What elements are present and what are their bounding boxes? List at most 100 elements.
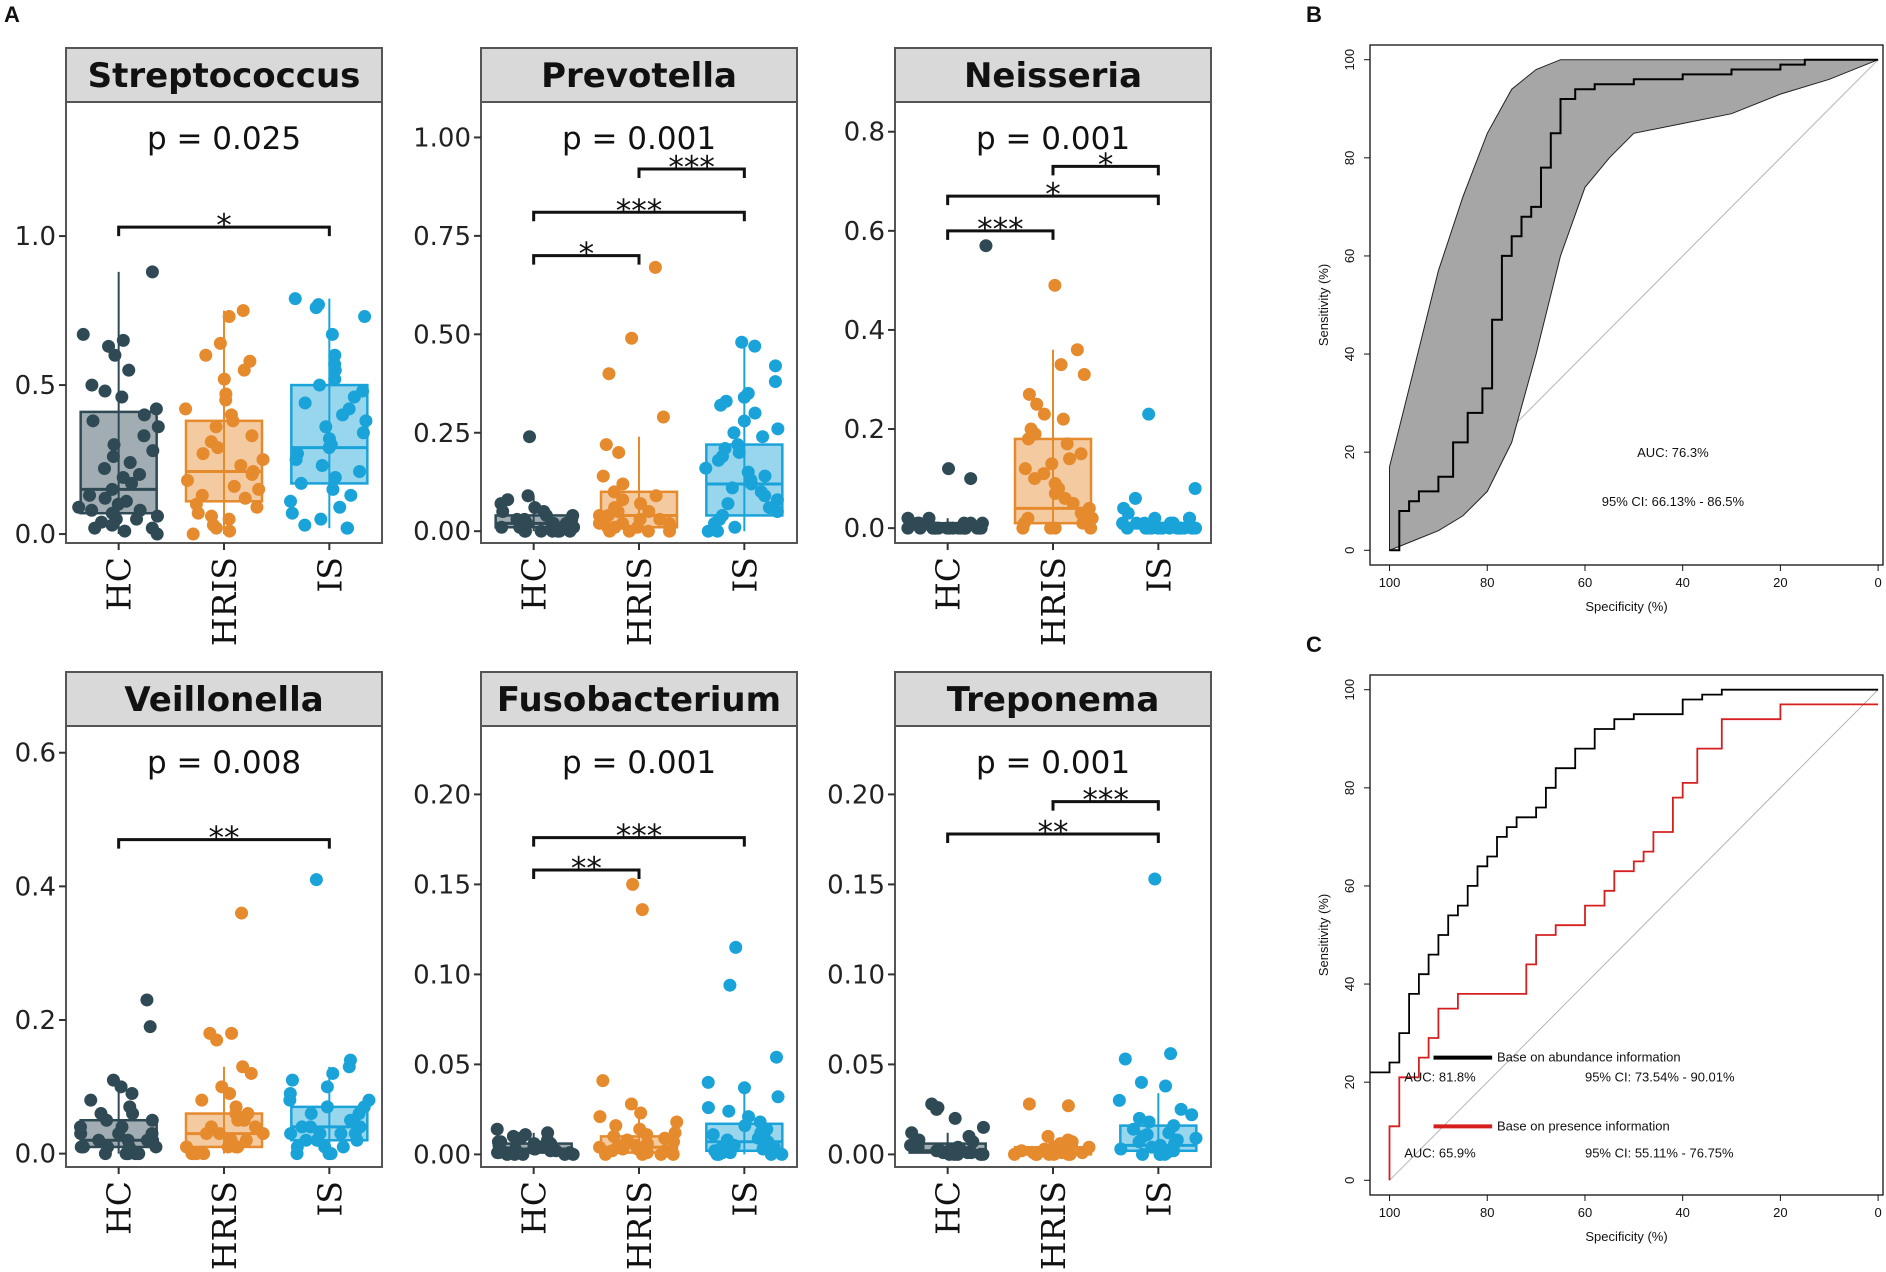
significance-stars: *** [1082, 783, 1129, 819]
data-point-hris [648, 260, 662, 274]
data-point-hc [146, 444, 160, 458]
y-tick-label: 80 [1342, 151, 1357, 165]
data-point-is [315, 459, 329, 473]
data-point-is [1189, 521, 1203, 535]
data-point-hc [116, 333, 130, 347]
data-point-hc [109, 512, 123, 526]
data-point-is [756, 430, 770, 444]
roc-panel-c: 100 80 60 40 20 0 0 20 40 60 80 100 Specificity (%) S… [1316, 674, 1884, 1244]
bracket-line [532, 210, 746, 222]
significance-stars: ** [1038, 815, 1069, 851]
data-point-is [1162, 1126, 1176, 1140]
data-point-is [1121, 506, 1135, 520]
data-point-hris [609, 1119, 623, 1133]
data-point-is [701, 1075, 715, 1089]
data-point-hc [92, 1133, 106, 1147]
data-point-hris [1028, 472, 1042, 486]
data-point-hris [640, 1137, 654, 1151]
x-axis-label: Specificity (%) [1585, 1229, 1667, 1244]
data-point-hc [123, 456, 137, 470]
data-point-is [1188, 481, 1202, 495]
data-point-is [771, 1090, 785, 1104]
data-point-is [711, 453, 725, 467]
data-point-hc [970, 521, 984, 535]
data-point-hris [1048, 486, 1062, 500]
data-point-hris [670, 1115, 684, 1129]
data-point-is [322, 1147, 336, 1161]
x-tick-label-is: IS [1139, 557, 1178, 593]
data-point-hc [546, 516, 560, 530]
data-point-hris [1048, 521, 1062, 535]
data-point-hris [1074, 506, 1088, 520]
bracket-line [1051, 800, 1160, 811]
x-tick-label: 100 [1379, 1205, 1401, 1220]
data-point-hc [149, 1140, 163, 1154]
y-tick-label: 0.8 [844, 118, 885, 148]
data-point-hris [1016, 521, 1030, 535]
data-point-hc [133, 503, 147, 517]
significance-stars: *** [977, 212, 1024, 248]
data-point-is [701, 524, 715, 538]
y-tick-label: 0.50 [413, 320, 471, 350]
data-point-hris [1075, 1146, 1089, 1160]
data-point-hris [616, 493, 630, 507]
data-point-hris [607, 485, 621, 499]
data-point-is [735, 335, 749, 349]
data-point-hc [518, 524, 532, 538]
data-point-is [737, 1081, 751, 1095]
data-point-hc [930, 1102, 944, 1116]
data-point-is [326, 482, 340, 496]
y-tick-label: 100 [1342, 679, 1357, 701]
data-point-is [732, 445, 746, 459]
data-point-is [738, 1119, 752, 1133]
data-point-is [1174, 1102, 1188, 1116]
data-point-hris [624, 1097, 638, 1111]
x-tick-label: 40 [1675, 575, 1689, 590]
data-point-hc [966, 1135, 980, 1149]
data-point-hris [616, 477, 630, 491]
data-point-is [336, 408, 350, 422]
y-tick-label: 0.25 [413, 419, 471, 449]
data-point-hris [1037, 407, 1051, 421]
data-point-is [283, 1093, 297, 1107]
data-point-hc [74, 1127, 88, 1141]
data-point-is [298, 518, 312, 532]
data-point-hc [944, 1146, 958, 1160]
data-point-hc [126, 1107, 140, 1121]
data-point-hris [236, 304, 250, 318]
significance-stars: * [579, 237, 595, 273]
y-tick-label: 60 [1342, 249, 1357, 263]
significance-bracket-hc-hris: * [532, 237, 641, 273]
data-point-hc [145, 1113, 159, 1127]
data-point-is [299, 1133, 313, 1147]
facet-strip [480, 47, 798, 103]
panel-b-label: B [1306, 2, 1322, 27]
bracket-line [532, 254, 641, 265]
y-tick-label: 0.00 [413, 1140, 471, 1170]
y-tick-label: 0.2 [844, 415, 885, 445]
data-point-hris [180, 473, 194, 487]
box-panel-streptococcus: Streptococcus 0.0 0.5 1.0 HC HRIS IS p = 0.025 * [15, 47, 383, 646]
data-point-is [304, 1107, 318, 1121]
data-point-hris [217, 372, 231, 386]
data-point-hris [209, 521, 223, 535]
y-tick-label: 100 [1342, 49, 1357, 71]
x-tick-label-hris: HRIS [620, 557, 659, 646]
data-point-is [737, 390, 751, 404]
data-point-hc [83, 488, 97, 502]
x-tick-label-is: IS [1139, 1181, 1178, 1217]
data-point-hris [221, 1140, 235, 1154]
data-point-hris [252, 482, 266, 496]
data-point-hris [213, 336, 227, 350]
data-point-is [1182, 511, 1196, 525]
data-point-hc [115, 390, 129, 404]
facet-strip [65, 47, 383, 103]
data-point-is [358, 310, 372, 324]
data-point-hc [911, 1140, 925, 1154]
data-point-hc [901, 511, 915, 525]
data-point-hris [1054, 358, 1068, 372]
data-point-hc [145, 265, 159, 279]
data-point-hris [622, 524, 636, 538]
data-point-is [344, 488, 358, 502]
data-point-is [1189, 1131, 1203, 1145]
